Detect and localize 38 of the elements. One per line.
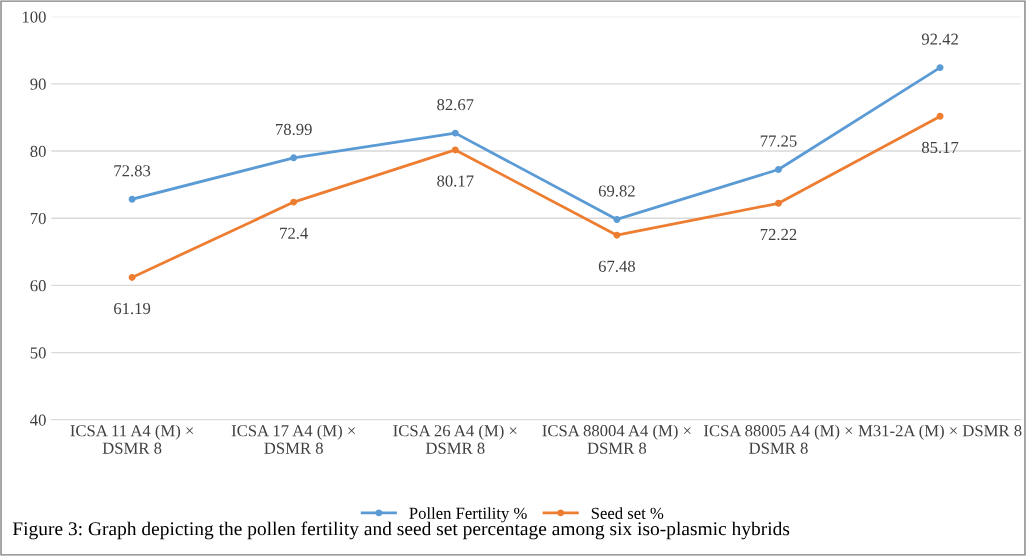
point xyxy=(936,64,944,72)
x-tick-label: ICSA 88004 A4 (M) × DSMR 8 xyxy=(542,424,691,454)
x-tick-label: ICSA 26 A4 (M) × DSMR 8 xyxy=(393,424,517,454)
y-tick-label: 70 xyxy=(30,212,46,225)
point xyxy=(451,129,459,137)
point xyxy=(451,146,459,154)
data-label: 72.22 xyxy=(760,228,797,241)
y-tick-label: 50 xyxy=(30,347,46,359)
point xyxy=(613,215,621,223)
point xyxy=(290,154,298,162)
y-tick-label: 40 xyxy=(30,414,46,426)
legend-label: Seed set % xyxy=(591,507,664,519)
data-label: 92.42 xyxy=(921,33,958,45)
y-tick-label: 80 xyxy=(30,145,46,157)
y-tick-label: 100 xyxy=(22,11,46,23)
data-label: 72.83 xyxy=(114,165,151,177)
data-label: 67.48 xyxy=(598,260,635,272)
data-label: 72.4 xyxy=(280,227,309,239)
data-label: 61.19 xyxy=(114,302,151,315)
point xyxy=(613,231,621,239)
data-label: 77.25 xyxy=(760,135,797,147)
x-tick-label: ICSA 17 A4 (M) × DSMR 8 xyxy=(231,424,355,454)
x-tick-label: ICSA 11 A4 (M) × DSMR 8 xyxy=(70,424,194,454)
data-label: 78.99 xyxy=(276,123,312,136)
point xyxy=(775,166,782,173)
point xyxy=(290,198,298,206)
data-label: 69.82 xyxy=(598,185,635,197)
data-label: 85.17 xyxy=(921,141,959,154)
point xyxy=(936,112,944,120)
y-tick-label: 60 xyxy=(30,280,46,292)
x-tick-label: ICSA 88005 A4 (M) × DSMR 8 xyxy=(704,424,853,454)
data-label: 80.17 xyxy=(437,175,474,187)
y-tick-label: 90 xyxy=(30,78,46,90)
point xyxy=(775,199,782,207)
data-label: 82.67 xyxy=(437,99,474,111)
x-tick-label: M31-2A (M) × DSMR 8 xyxy=(858,424,1022,440)
point xyxy=(128,273,136,281)
point xyxy=(128,195,136,203)
